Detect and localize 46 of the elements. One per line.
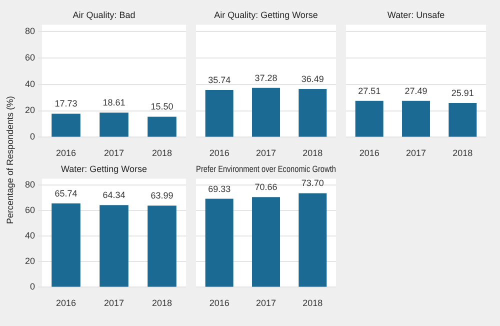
data-label: 35.74 bbox=[208, 74, 231, 85]
data-label: 64.34 bbox=[102, 190, 126, 200]
data-label: 18.61 bbox=[102, 98, 126, 108]
data-label: 15.50 bbox=[150, 102, 174, 112]
x-tick-label: 2017 bbox=[104, 148, 124, 158]
y-tick-label: 80 bbox=[24, 26, 36, 36]
y-tick-label: 20 bbox=[24, 256, 36, 266]
chart-title: Water: Unsafe bbox=[387, 10, 445, 20]
x-tick-label: 2018 bbox=[452, 148, 473, 158]
y-tick-label: 60 bbox=[24, 205, 36, 216]
data-label: 17.73 bbox=[54, 98, 78, 109]
x-tick-label: 2016 bbox=[209, 148, 230, 158]
data-label: 36.49 bbox=[301, 74, 324, 84]
x-tick-label: 2018 bbox=[302, 298, 323, 308]
y-tick-label: 80 bbox=[24, 180, 36, 190]
data-label: 37.28 bbox=[254, 72, 278, 83]
chart-title: Prefer Environment over Economic Growth bbox=[196, 164, 336, 174]
y-tick-label: 0 bbox=[30, 132, 36, 142]
x-tick-label: 2017 bbox=[256, 298, 276, 308]
chart-title: Air Quality: Bad bbox=[72, 10, 136, 20]
data-label: 27.49 bbox=[404, 86, 428, 96]
data-label: 25.91 bbox=[451, 88, 474, 98]
data-label: 65.74 bbox=[54, 188, 78, 198]
data-label: 63.99 bbox=[150, 190, 174, 201]
y-tick-label: 60 bbox=[24, 52, 36, 62]
x-tick-label: 2017 bbox=[256, 148, 276, 158]
x-tick-label: 2016 bbox=[56, 298, 76, 308]
x-tick-label: 2018 bbox=[302, 148, 323, 158]
x-tick-label: 2016 bbox=[359, 148, 380, 158]
y-tick-label: 40 bbox=[24, 230, 36, 241]
chart-title: Water: Getting Worse bbox=[60, 164, 148, 174]
data-label: 70.66 bbox=[254, 182, 278, 192]
x-tick-label: 2016 bbox=[209, 298, 230, 308]
x-tick-label: 2018 bbox=[152, 148, 172, 158]
x-tick-label: 2016 bbox=[56, 148, 76, 158]
chart-title: Air Quality: Getting Worse bbox=[214, 10, 318, 20]
y-axis-title: Percentage of Respondents (%) bbox=[5, 96, 15, 224]
data-label: 27.51 bbox=[358, 86, 381, 96]
x-tick-label: 2017 bbox=[104, 298, 124, 308]
x-tick-label: 2017 bbox=[406, 148, 426, 158]
y-tick-label: 0 bbox=[30, 282, 36, 292]
y-tick-label: 40 bbox=[24, 78, 36, 89]
y-tick-label: 20 bbox=[24, 105, 36, 116]
x-tick-label: 2018 bbox=[152, 298, 172, 308]
data-label: 73.70 bbox=[301, 178, 324, 188]
data-label: 69.33 bbox=[208, 184, 231, 194]
